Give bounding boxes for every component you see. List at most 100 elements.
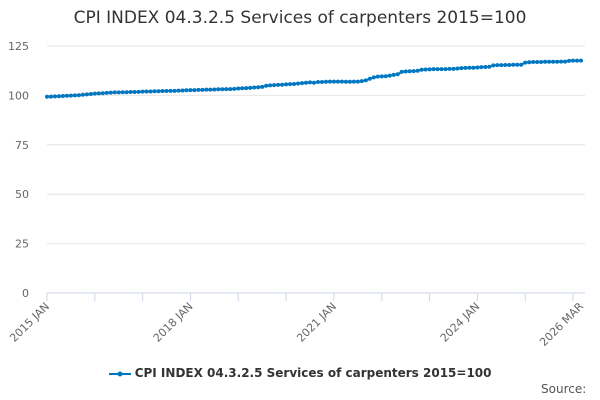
data-point	[188, 88, 193, 93]
data-point	[467, 65, 472, 70]
x-tick-label: 2021 JAN	[294, 300, 339, 345]
chart-title: CPI INDEX 04.3.2.5 Services of carpenter…	[73, 8, 527, 28]
data-point	[268, 83, 273, 88]
y-tick-label: 50	[15, 188, 29, 201]
data-point	[403, 69, 408, 74]
data-point	[144, 89, 149, 94]
data-point	[379, 74, 384, 79]
data-point	[487, 64, 492, 69]
data-point	[176, 88, 181, 93]
data-point	[308, 80, 313, 85]
data-point	[343, 79, 348, 84]
data-point	[312, 80, 316, 85]
data-point	[435, 67, 440, 72]
data-point	[48, 94, 53, 99]
data-point	[351, 79, 356, 84]
data-point	[383, 74, 388, 79]
data-point	[148, 89, 153, 94]
data-point	[355, 79, 360, 84]
legend-label: CPI INDEX 04.3.2.5 Services of carpenter…	[134, 366, 492, 380]
data-point	[579, 58, 583, 63]
data-point	[172, 88, 177, 93]
data-point	[543, 59, 548, 64]
data-point	[371, 75, 376, 80]
data-point	[443, 67, 448, 72]
data-point	[284, 82, 289, 87]
data-point	[120, 90, 125, 95]
data-point	[511, 62, 516, 67]
data-point	[264, 83, 269, 88]
data-point	[459, 66, 464, 71]
data-point	[136, 89, 141, 94]
data-point	[567, 58, 572, 63]
data-point	[96, 91, 101, 96]
data-point	[339, 79, 344, 84]
data-point	[272, 83, 277, 88]
data-point	[471, 65, 476, 70]
data-point	[323, 79, 328, 84]
data-point	[196, 87, 201, 92]
data-point	[100, 91, 105, 96]
data-point	[60, 93, 65, 98]
data-point	[72, 93, 77, 98]
data-point	[335, 79, 340, 84]
data-point	[387, 73, 392, 78]
data-point	[68, 93, 73, 98]
data-point	[92, 91, 97, 96]
data-point	[411, 69, 416, 74]
data-point	[315, 79, 320, 84]
data-point	[519, 62, 524, 67]
data-point	[575, 58, 580, 63]
data-point	[363, 78, 368, 83]
data-point	[124, 90, 129, 95]
data-point	[551, 59, 556, 64]
data-point	[547, 59, 552, 64]
data-point	[216, 87, 221, 92]
data-point	[84, 92, 89, 97]
data-point	[296, 81, 301, 86]
data-point	[571, 58, 576, 63]
data-point	[523, 60, 528, 65]
data-point	[447, 66, 452, 71]
x-tick-label: 2024 JAN	[438, 300, 483, 345]
data-point	[56, 94, 61, 99]
legend[interactable]: CPI INDEX 04.3.2.5 Services of carpenter…	[0, 366, 600, 380]
y-tick-label: 125	[8, 40, 29, 53]
data-point	[260, 84, 265, 89]
data-point	[52, 94, 57, 99]
data-point	[559, 59, 564, 64]
data-point	[212, 87, 217, 92]
data-point	[491, 63, 496, 68]
data-point	[463, 65, 468, 70]
data-point	[439, 67, 444, 72]
data-point	[331, 79, 336, 84]
data-point	[256, 85, 261, 90]
data-point	[455, 66, 460, 71]
data-point	[140, 89, 145, 94]
data-point	[156, 89, 161, 94]
data-point	[300, 81, 305, 86]
data-point	[407, 69, 412, 74]
data-point	[45, 94, 49, 99]
data-point	[399, 69, 404, 74]
data-point	[415, 68, 420, 73]
data-point	[475, 65, 480, 70]
data-point	[64, 93, 69, 98]
source-label: Source:	[541, 382, 587, 396]
data-point	[431, 67, 436, 72]
data-point	[152, 89, 157, 94]
data-point	[280, 82, 285, 87]
x-tick-label: 2026 MAR	[537, 300, 586, 349]
data-point	[359, 79, 364, 84]
data-point	[531, 60, 536, 65]
y-tick-label: 0	[22, 287, 29, 300]
data-point	[495, 63, 500, 68]
data-point	[319, 79, 324, 84]
data-point	[391, 72, 396, 77]
data-point	[184, 88, 189, 93]
legend-line-marker-icon	[108, 371, 131, 376]
data-point	[164, 89, 169, 94]
data-point	[80, 92, 85, 97]
data-point	[192, 88, 197, 93]
